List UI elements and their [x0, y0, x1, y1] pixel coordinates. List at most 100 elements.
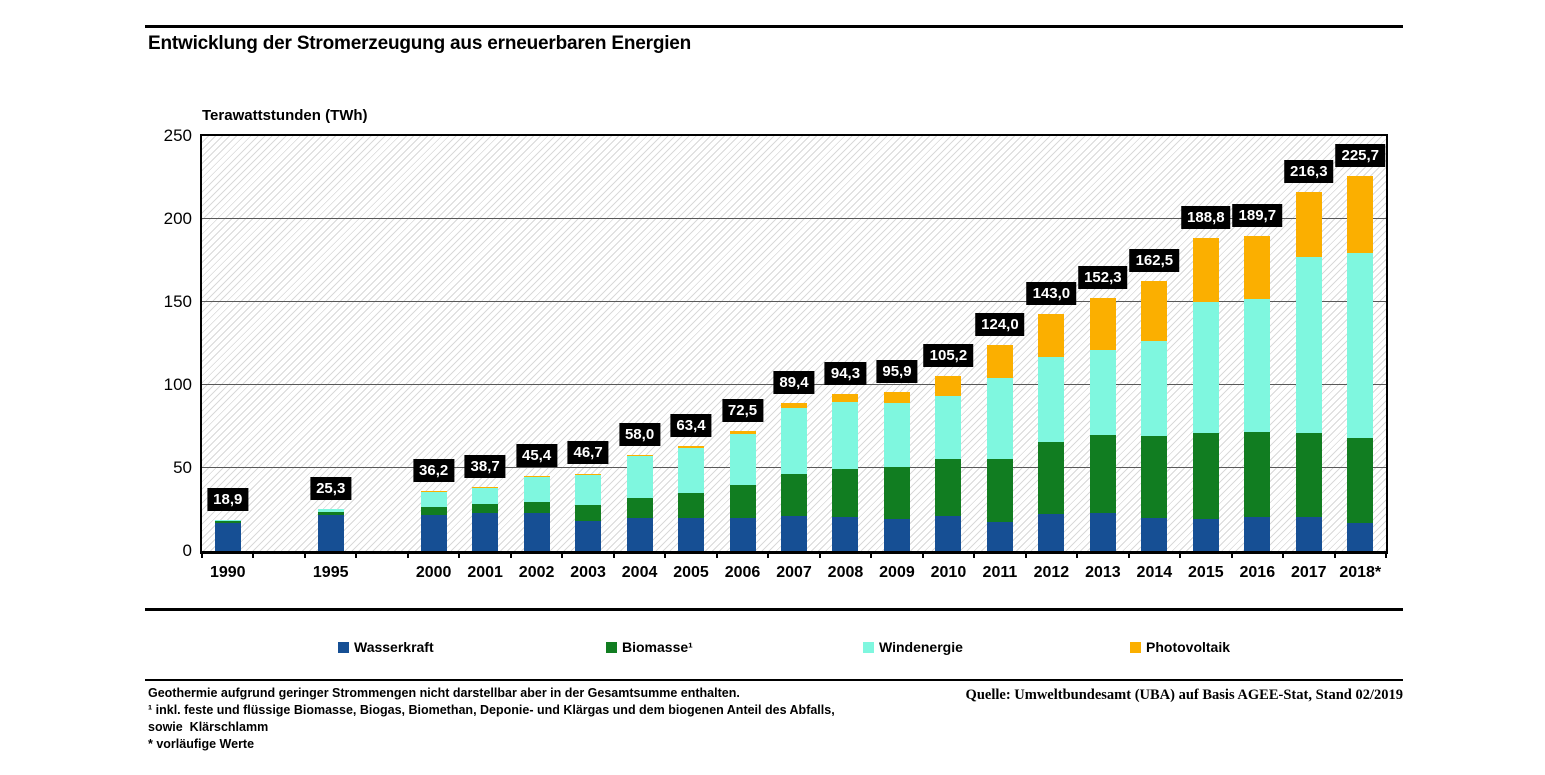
x-tick: [921, 551, 924, 558]
x-tick: [818, 551, 821, 558]
bar-segment-photovoltaik-2012: [1038, 313, 1065, 358]
x-tick-label-2014: 2014: [1136, 564, 1173, 581]
bar-segment-windenergie-2017: [1295, 257, 1322, 433]
bar-segment-biomasse-2002: [523, 502, 550, 513]
bar-segment-biomasse-2000: [420, 506, 447, 515]
bar-segment-photovoltaik-2015: [1192, 237, 1219, 302]
bar-segment-wasserkraft-2002: [523, 512, 550, 551]
windenergie-swatch-icon: [863, 642, 874, 653]
x-tick: [1385, 551, 1387, 558]
y-tick-label-50: 50: [173, 458, 192, 477]
bar-segment-biomasse-2005: [678, 493, 705, 519]
bar-segment-wasserkraft-2001: [472, 513, 499, 551]
bar-segment-biomasse-2015: [1192, 433, 1219, 520]
bar-segment-windenergie-2004: [626, 455, 653, 498]
legend-label: Windenergie: [879, 639, 963, 655]
x-tick-label-2007: 2007: [776, 564, 812, 581]
bar-segment-photovoltaik-2004: [626, 454, 653, 456]
bar-segment-windenergie-2015: [1192, 301, 1219, 434]
bar-segment-wasserkraft-2018: [1347, 523, 1374, 551]
bar-segment-wasserkraft-2004: [626, 517, 653, 551]
x-tick-label-1990: 1990: [209, 564, 246, 581]
total-value-label-2012: 143,0: [1026, 281, 1077, 305]
x-tick: [1127, 551, 1130, 558]
total-value-label-2011: 124,0: [975, 313, 1025, 337]
legend-item-windenergie: Windenergie: [863, 639, 963, 655]
y-axis-tick-labels: 0 50 100 150 200 250: [140, 126, 192, 560]
bar-segment-wasserkraft-2006: [729, 517, 756, 551]
wasserkraft-swatch-icon: [338, 642, 349, 653]
x-tick-label-2010: 2010: [930, 564, 967, 581]
x-tick: [355, 551, 358, 558]
x-tick-label-2004: 2004: [621, 564, 658, 581]
bar-segment-wasserkraft-1995: [317, 515, 344, 551]
x-tick: [1076, 551, 1079, 558]
x-tick-label-2012: 2012: [1033, 564, 1070, 581]
x-tick: [406, 551, 409, 558]
x-tick: [458, 551, 461, 558]
bar-segment-wasserkraft-2012: [1038, 514, 1065, 551]
x-tick-label-2001: 2001: [467, 564, 503, 581]
x-tick: [1179, 551, 1182, 558]
bar-segment-windenergie-2011: [986, 377, 1013, 459]
total-value-label-2004: 58,0: [618, 422, 661, 446]
source-line: Quelle: Umweltbundesamt (UBA) auf Basis …: [965, 687, 1403, 703]
total-value-label-2013: 152,3: [1078, 266, 1128, 290]
bar-segment-photovoltaik-2008: [832, 394, 859, 402]
total-value-label-2003: 46,7: [567, 441, 609, 465]
bar-segment-biomasse-2014: [1141, 436, 1168, 519]
bar-segment-photovoltaik-2005: [678, 445, 705, 448]
x-tick-label-2002: 2002: [518, 564, 555, 581]
bar-segment-biomasse-2006: [729, 485, 756, 518]
x-tick-label-1995: 1995: [312, 564, 349, 581]
x-tick: [561, 551, 564, 558]
bar-segment-windenergie-2013: [1089, 349, 1116, 436]
legend-label: Wasserkraft: [354, 639, 434, 655]
x-tick: [767, 551, 770, 558]
bar-segment-wasserkraft-2011: [986, 521, 1013, 551]
bar-segment-photovoltaik-2016: [1244, 236, 1271, 300]
bar-segment-wasserkraft-2014: [1141, 518, 1168, 551]
bar-segment-photovoltaik-2014: [1141, 281, 1168, 342]
bar-segment-windenergie-2014: [1141, 341, 1168, 437]
bar-segment-biomasse-2013: [1089, 435, 1116, 513]
legend-label: Photovoltaik: [1146, 639, 1231, 655]
bar-segment-windenergie-2005: [678, 447, 705, 494]
x-tick: [715, 551, 718, 558]
footnotes: Geothermie aufgrund geringer Strommengen…: [148, 685, 835, 753]
bar-segment-wasserkraft-2003: [575, 521, 602, 551]
y-tick-label-0: 0: [182, 541, 192, 560]
x-tick-label-2017: 2017: [1290, 564, 1327, 581]
bar-segment-windenergie-2000: [420, 491, 447, 507]
bar-segment-photovoltaik-2017: [1295, 191, 1322, 258]
gridline-200: [202, 218, 1386, 219]
total-value-label-2002: 45,4: [515, 443, 558, 467]
x-tick-label-2016: 2016: [1239, 564, 1276, 581]
total-value-label-2006: 72,5: [721, 398, 764, 422]
bar-segment-photovoltaik-2013: [1089, 298, 1116, 350]
bar-segment-biomasse-1995: [317, 511, 344, 516]
footnote-geothermie: Geothermie aufgrund geringer Strommengen…: [148, 686, 740, 700]
x-tick-label-2003: 2003: [570, 564, 606, 581]
bar-segment-wasserkraft-2009: [883, 519, 910, 551]
bar-segment-wasserkraft-2015: [1192, 519, 1219, 551]
bar-segment-windenergie-2002: [523, 475, 550, 503]
bar-segment-biomasse-2018: [1347, 438, 1374, 524]
x-tick-label-2006: 2006: [724, 564, 761, 581]
bar-segment-wasserkraft-1990: [214, 522, 241, 551]
bar-segment-windenergie-2010: [935, 395, 962, 459]
total-value-label-2005: 63,4: [670, 413, 712, 437]
x-tick-label-2008: 2008: [827, 564, 864, 581]
footnote-biomasse-1: ¹ inkl. feste und flüssige Biomasse, Bio…: [148, 703, 835, 717]
x-tick: [509, 551, 512, 558]
x-tick: [870, 551, 873, 558]
footnote-divider: [145, 679, 1403, 681]
page-title: Entwicklung der Stromerzeugung aus erneu…: [148, 33, 692, 54]
x-tick-label-2013: 2013: [1085, 564, 1121, 581]
legend-item-wasserkraft: Wasserkraft: [338, 639, 434, 655]
y-tick-label-100: 100: [163, 375, 192, 394]
bar-segment-windenergie-2003: [575, 474, 602, 506]
plot-area: 18,9 1990 25,3 1995 36,2 2000 38,7 2001 45,4 2002…: [200, 134, 1388, 581]
bar-segment-biomasse-2008: [832, 469, 859, 518]
legend-item-biomasse: Biomasse¹: [606, 639, 693, 655]
